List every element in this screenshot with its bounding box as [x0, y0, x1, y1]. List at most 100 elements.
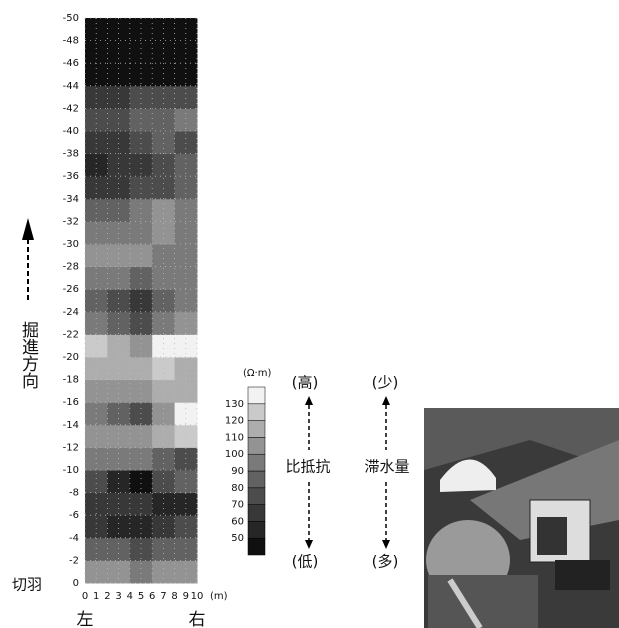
colorbar-tick-label: 60	[231, 516, 244, 527]
cell	[130, 334, 153, 357]
y-tick-label: 0	[73, 578, 79, 589]
cell	[152, 131, 175, 154]
y-tick-label: -24	[63, 307, 79, 318]
y-tick-label: -50	[63, 13, 79, 24]
y-tick-label: -32	[63, 216, 79, 227]
figure: 掘進方向 切羽 (m) 左 右 (Ω·m) (高) 比抵抗 (低) (少) 滞水…	[0, 0, 619, 628]
colorbar-swatch	[248, 437, 265, 454]
cell	[85, 176, 108, 199]
x-tick-label: 1	[93, 591, 99, 602]
cell	[175, 18, 198, 41]
cell	[175, 221, 198, 244]
cell	[107, 63, 130, 86]
y-tick-label: -14	[63, 420, 79, 431]
x-tick-label: 10	[191, 591, 204, 602]
y-tick-label: -44	[63, 81, 79, 92]
cell	[130, 86, 153, 109]
y-tick-label: -10	[63, 465, 79, 476]
y-tick-label: -6	[69, 510, 79, 521]
y-tick-label: -42	[63, 103, 79, 114]
cell	[175, 41, 198, 64]
y-tick-label: -46	[63, 58, 79, 69]
colorbar-tick-label: 90	[231, 466, 244, 477]
colorbar-tick-label: 80	[231, 483, 244, 494]
x-tick-label: 4	[127, 591, 133, 602]
cell	[107, 221, 130, 244]
cell	[152, 18, 175, 41]
colorbar-tick-label: 100	[225, 449, 244, 460]
cell	[85, 18, 108, 41]
cell	[130, 41, 153, 64]
x-tick-label: 6	[149, 591, 155, 602]
y-tick-label: -28	[63, 262, 79, 273]
y-tick-label: -34	[63, 194, 79, 205]
cell	[152, 493, 175, 516]
x-end-label: 左	[77, 610, 94, 628]
cell	[107, 176, 130, 199]
y-tick-label: -30	[63, 239, 79, 250]
direction-label: 掘進方向	[18, 321, 39, 389]
colorbar-swatch	[248, 521, 265, 538]
annotation: (多)	[372, 553, 399, 571]
annotation: (高)	[292, 374, 319, 392]
x-tick-label: 0	[82, 591, 88, 602]
y-tick-label: -16	[63, 397, 79, 408]
x-tick-label: 3	[115, 591, 121, 602]
y-tick-label: -8	[69, 488, 79, 499]
cell	[107, 41, 130, 64]
cell	[107, 86, 130, 109]
colorbar-swatch	[248, 404, 265, 421]
x-tick-label: 8	[171, 591, 177, 602]
colorbar-label: (Ω·m)	[243, 368, 271, 379]
y-tick-label: -12	[63, 442, 79, 453]
cell	[175, 538, 198, 561]
annotation: (少)	[372, 374, 399, 392]
colorbar-tick-label: 130	[225, 399, 244, 410]
cell	[152, 86, 175, 109]
cell	[130, 18, 153, 41]
cell	[107, 334, 130, 357]
cell	[152, 221, 175, 244]
cell	[130, 131, 153, 154]
cell	[85, 493, 108, 516]
y-tick-label: -22	[63, 329, 79, 340]
photo	[424, 408, 619, 628]
cell	[107, 538, 130, 561]
y-tick-label: -18	[63, 375, 79, 386]
colorbar-swatch	[248, 538, 265, 555]
colorbar-tick-label: 110	[225, 432, 244, 443]
colorbar-tick-label: 70	[231, 500, 244, 511]
x-tick-label: 5	[138, 591, 144, 602]
y-tick-label: -38	[63, 149, 79, 160]
colorbar-swatch	[248, 454, 265, 471]
cell	[107, 131, 130, 154]
annotation: (低)	[292, 553, 319, 571]
cell	[152, 176, 175, 199]
cell	[130, 176, 153, 199]
cell	[107, 18, 130, 41]
cell	[152, 334, 175, 357]
colorbar-swatch	[248, 488, 265, 505]
cell	[175, 131, 198, 154]
cell	[175, 493, 198, 516]
cell	[175, 334, 198, 357]
cell	[152, 41, 175, 64]
cell	[85, 334, 108, 357]
cell	[85, 63, 108, 86]
cell	[152, 63, 175, 86]
cell	[152, 538, 175, 561]
colorbar-swatch	[248, 471, 265, 488]
y-tick-label: -4	[69, 533, 79, 544]
cell	[175, 176, 198, 199]
y-tick-label: -26	[63, 284, 79, 295]
colorbar-tick-label: 120	[225, 416, 244, 427]
annotation: 滞水量	[364, 458, 409, 476]
x-tick-label: 7	[160, 591, 166, 602]
x-tick-label: 2	[104, 591, 110, 602]
colorbar-swatch	[248, 505, 265, 522]
cell	[85, 538, 108, 561]
colorbar-swatch	[248, 387, 265, 404]
cell	[130, 221, 153, 244]
cell	[85, 41, 108, 64]
x-tick-label: 9	[183, 591, 189, 602]
